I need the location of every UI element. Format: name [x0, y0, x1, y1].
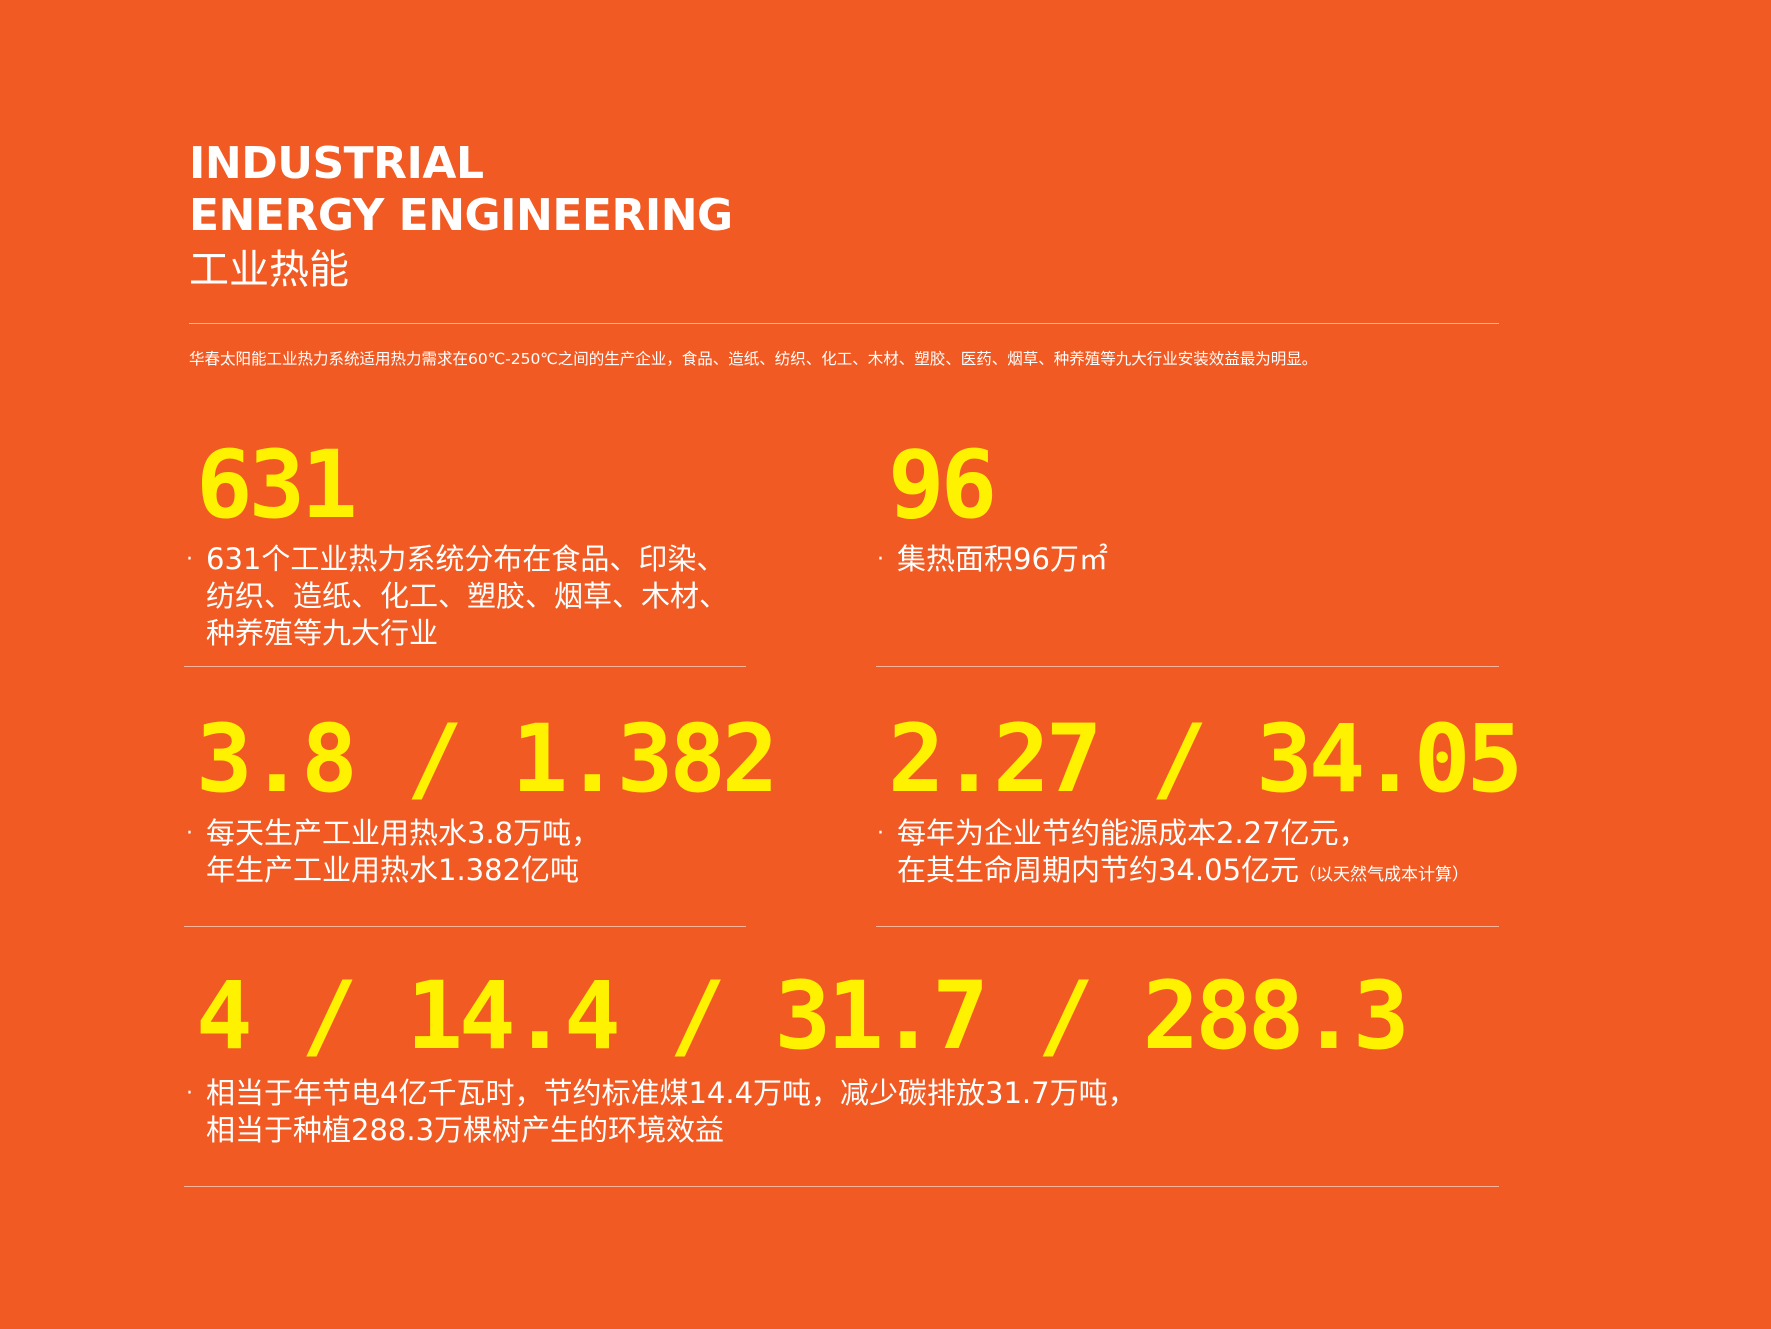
- page-title-en: INDUSTRIAL ENERGY ENGINEERING: [189, 138, 733, 242]
- bullet: ·: [186, 821, 193, 846]
- divider-row2-right: [876, 926, 1499, 927]
- stat-96-value: 96: [888, 431, 997, 540]
- stat-environment-value: 4 / 14.4 / 31.7 / 288.3: [196, 962, 1410, 1071]
- stat-96-desc: · 集热面积96万㎡: [877, 541, 1108, 578]
- page-title-cn: 工业热能: [189, 247, 349, 293]
- title-en-line1: INDUSTRIAL: [189, 138, 484, 189]
- bullet: ·: [186, 547, 193, 572]
- bullet: ·: [877, 547, 884, 572]
- stat-hotwater-desc: · 每天生产工业用热水3.8万吨， 年生产工业用热水1.382亿吨: [186, 815, 601, 889]
- stat-savings-line1: 每年为企业节约能源成本2.27亿元，: [897, 816, 1368, 850]
- divider-row1-left: [184, 666, 746, 667]
- divider-row1-right: [876, 666, 1499, 667]
- divider-top: [189, 323, 1499, 324]
- stat-631-line1: 631个工业热力系统分布在食品、印染、: [206, 542, 726, 576]
- stat-savings-note: （以天然气成本计算）: [1299, 865, 1470, 885]
- stat-hotwater-line2: 年生产工业用热水1.382亿吨: [206, 853, 580, 887]
- stat-environment-desc: · 相当于年节电4亿千瓦时，节约标准煤14.4万吨，减少碳排放31.7万吨， 相…: [186, 1075, 1137, 1149]
- stat-96-line1: 集热面积96万㎡: [897, 542, 1108, 576]
- title-en-line2: ENERGY ENGINEERING: [189, 190, 733, 241]
- stat-631-desc: · 631个工业热力系统分布在食品、印染、 纺织、造纸、化工、塑胶、烟草、木材、…: [186, 541, 729, 652]
- bullet: ·: [877, 821, 884, 846]
- divider-row2-left: [184, 926, 746, 927]
- intro-text: 华春太阳能工业热力系统适用热力需求在60℃-250℃之间的生产企业，食品、造纸、…: [189, 350, 1318, 368]
- stat-hotwater-value: 3.8 / 1.382: [196, 705, 779, 814]
- stat-environment-line1: 相当于年节电4亿千瓦时，节约标准煤14.4万吨，减少碳排放31.7万吨，: [206, 1076, 1137, 1110]
- stat-savings-desc: · 每年为企业节约能源成本2.27亿元， 在其生命周期内节约34.05亿元（以天…: [877, 815, 1469, 894]
- stat-631-line2: 纺织、造纸、化工、塑胶、烟草、木材、: [206, 579, 729, 613]
- stat-631-line3: 种养殖等九大行业: [206, 616, 439, 650]
- bullet: ·: [186, 1081, 193, 1106]
- stat-631-value: 631: [196, 431, 358, 540]
- stat-environment-line2: 相当于种植288.3万棵树产生的环境效益: [206, 1113, 725, 1147]
- divider-bottom: [184, 1186, 1499, 1187]
- stat-savings-line2-wrap: 在其生命周期内节约34.05亿元（以天然气成本计算）: [897, 852, 1469, 894]
- stat-savings-line2: 在其生命周期内节约34.05亿元: [897, 853, 1300, 887]
- stat-hotwater-line1: 每天生产工业用热水3.8万吨，: [206, 816, 601, 850]
- stat-savings-value: 2.27 / 34.05: [888, 705, 1523, 814]
